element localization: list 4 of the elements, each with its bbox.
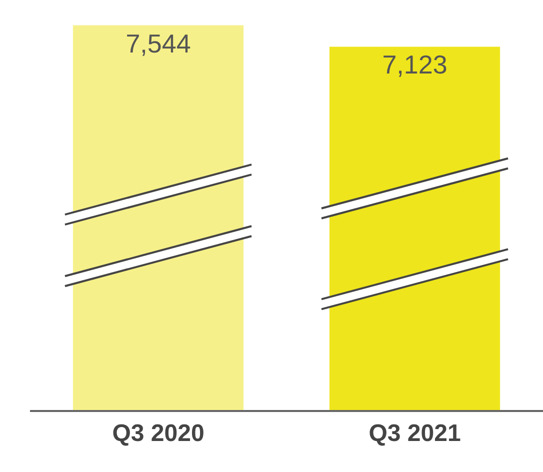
data-label: 7,544 — [126, 28, 191, 58]
x-tick-label: Q3 2020 — [112, 420, 204, 447]
x-tick-label: Q3 2021 — [368, 420, 461, 447]
data-label: 7,123 — [382, 50, 448, 80]
